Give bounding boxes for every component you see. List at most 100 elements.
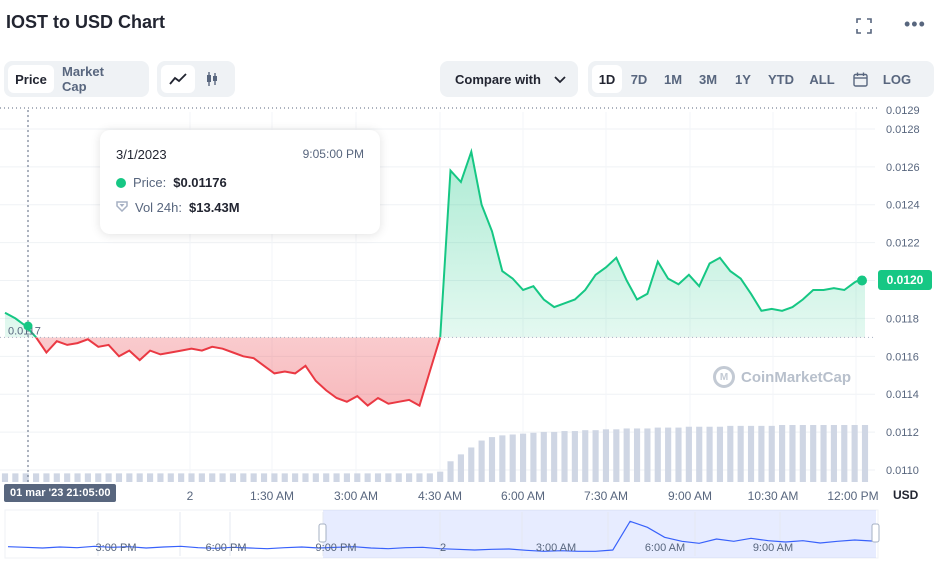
navigator-x-tick: 2 (440, 542, 446, 554)
candlestick-icon[interactable] (195, 65, 229, 93)
navigator-x-tick: 6:00 PM (206, 542, 247, 554)
price-dot-icon (116, 177, 126, 188)
volume-bar (323, 473, 330, 482)
volume-bar (768, 425, 775, 482)
range-all[interactable]: ALL (809, 71, 835, 87)
volume-bar (250, 473, 257, 482)
x-tick-label: 7:30 AM (584, 489, 628, 503)
volume-bar (861, 425, 869, 482)
volume-bar (240, 473, 247, 482)
volume-bar (457, 454, 464, 482)
volume-bar (571, 431, 578, 482)
volume-bar (685, 426, 692, 482)
volume-bar (499, 435, 506, 482)
x-tick-label: 12:00 PM (827, 489, 878, 503)
log-toggle[interactable]: LOG (882, 71, 912, 87)
volume-bar (727, 425, 734, 482)
volume-bar (830, 425, 837, 482)
metric-toggle: Price Market Cap (4, 61, 149, 97)
currency-label: USD (893, 488, 919, 502)
volume-bar (136, 473, 143, 482)
volume-bar (851, 425, 858, 482)
volume-bar (364, 473, 371, 482)
volume-bar (675, 427, 682, 482)
volume-bar (115, 473, 123, 482)
volume-bar (520, 433, 527, 482)
volume-bar (426, 473, 433, 482)
volume-bar (22, 473, 29, 482)
price-tooltip: 3/1/2023 9:05:00 PM Price: $0.01176 Vol … (100, 130, 380, 234)
watermark-text: CoinMarketCap (741, 368, 852, 386)
range-1y[interactable]: 1Y (735, 71, 751, 87)
compare-with-label: Compare with (455, 71, 541, 87)
volume-bar (551, 431, 558, 482)
volume-bar (706, 426, 713, 482)
volume-bar (43, 473, 50, 482)
volume-bar (509, 434, 516, 482)
compare-with-dropdown[interactable]: Compare with (440, 61, 578, 97)
volume-bar (799, 425, 806, 482)
tooltip-vol-label: Vol 24h: (135, 200, 182, 215)
volume-bar (841, 425, 848, 482)
volume-bar (488, 437, 496, 482)
line-chart-icon[interactable] (161, 65, 195, 93)
volume-bar (820, 425, 827, 482)
volume-bar (447, 461, 454, 482)
range-ytd[interactable]: YTD (768, 71, 794, 87)
navigator-right-handle[interactable] (871, 523, 880, 543)
tab-price[interactable]: Price (8, 65, 54, 93)
tab-market-cap[interactable]: Market Cap (62, 64, 104, 94)
range-1m[interactable]: 1M (663, 71, 683, 87)
volume-bar (157, 473, 164, 482)
range-toggle: 1D 7D 1M 3M 1Y YTD ALL LOG (588, 61, 934, 97)
volume-bar (198, 473, 205, 482)
more-horizontal-icon[interactable]: ••• (904, 14, 926, 34)
volume-bar (644, 428, 651, 482)
navigator-frame (4, 509, 879, 559)
range-3m[interactable]: 3M (698, 71, 718, 87)
range-1d[interactable]: 1D (592, 65, 622, 93)
volume-bar (789, 425, 796, 482)
price-area-down (5, 337, 865, 406)
volume-bar (95, 473, 102, 482)
volume-bar (167, 473, 174, 482)
volume-bar (178, 473, 185, 482)
volume-bar (437, 471, 444, 482)
chart-type-toggle (157, 61, 235, 97)
expand-icon[interactable] (856, 18, 872, 39)
price-line-down (34, 337, 442, 408)
volume-bar (105, 473, 112, 482)
y-tick-label: 0.0122 (886, 238, 920, 250)
volume-bar (74, 473, 81, 482)
range-7d[interactable]: 7D (630, 71, 648, 87)
volume-bar (696, 426, 703, 482)
volume-bar (561, 431, 568, 482)
calendar-icon[interactable] (842, 65, 878, 93)
volume-bar (747, 425, 755, 482)
volume-bar (374, 473, 382, 482)
y-tick-label: 0.0128 (886, 124, 920, 136)
volume-bar (623, 428, 630, 482)
tooltip-vol-row: Vol 24h: $13.43M (116, 200, 240, 215)
volume-bar (779, 425, 786, 482)
x-tick-label: 1:30 AM (250, 489, 294, 503)
y-tick-label: 0.0118 (886, 313, 919, 325)
navigator-left-handle[interactable] (318, 523, 327, 543)
navigator-price-line (7, 520, 873, 552)
coinmarketcap-watermark: M CoinMarketCap (713, 366, 851, 388)
volume-bar (343, 473, 350, 482)
y-tick-label: 0.0110 (886, 465, 919, 477)
x-tick-label: 10:30 AM (748, 489, 799, 503)
volume-bar (540, 431, 547, 482)
volume-bar (478, 440, 485, 482)
x-tick-label: 3:00 AM (334, 489, 378, 503)
volume-bar (260, 473, 268, 482)
tooltip-price-label: Price: (133, 175, 167, 190)
tooltip-price-value: $0.01176 (173, 175, 227, 190)
chevron-down-icon (554, 72, 566, 87)
navigator-x-tick: 9:00 AM (753, 542, 793, 554)
volume-bar (385, 473, 392, 482)
navigator-x-tick: 3:00 AM (536, 542, 576, 554)
volume-bar (354, 473, 361, 482)
